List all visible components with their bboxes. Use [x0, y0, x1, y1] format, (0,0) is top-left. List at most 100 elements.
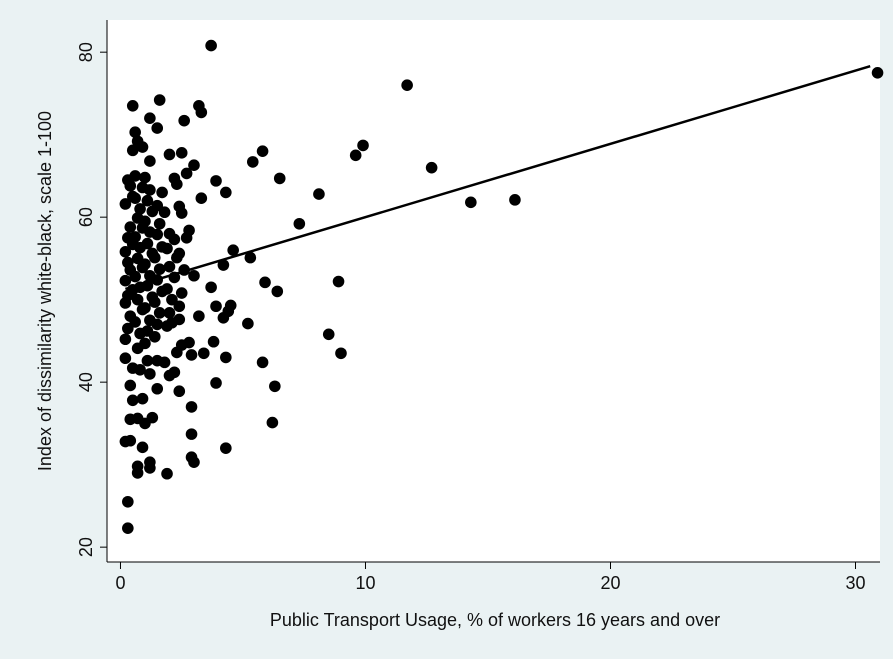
point [175, 287, 188, 299]
point [144, 456, 156, 468]
x-tick-label: 20 [600, 573, 620, 593]
point [144, 184, 156, 196]
point [185, 428, 198, 440]
point [210, 377, 222, 389]
point [205, 281, 217, 294]
point [129, 231, 141, 243]
point [119, 435, 132, 448]
point [173, 300, 186, 313]
point [335, 347, 347, 360]
point [124, 221, 137, 233]
point [193, 310, 205, 322]
point [129, 126, 141, 138]
point [161, 283, 173, 295]
point [246, 156, 259, 168]
point [119, 198, 132, 210]
point [151, 318, 164, 331]
point [119, 274, 132, 287]
point [465, 196, 477, 209]
point [871, 66, 884, 79]
point [126, 99, 139, 112]
point [217, 312, 230, 324]
point [148, 296, 161, 308]
point [161, 467, 173, 480]
point [227, 244, 239, 256]
point [139, 337, 151, 350]
point [188, 456, 200, 468]
point [141, 237, 154, 250]
point [180, 167, 193, 180]
point [144, 368, 156, 380]
point [210, 300, 222, 313]
point [173, 200, 186, 213]
point [141, 354, 154, 367]
point [173, 247, 186, 260]
point [509, 194, 521, 206]
point [131, 460, 144, 473]
point [183, 224, 195, 237]
point [156, 186, 168, 199]
point [148, 251, 161, 264]
point [242, 317, 254, 330]
point [136, 441, 149, 454]
point [129, 192, 141, 204]
point [153, 307, 166, 319]
point [220, 442, 232, 454]
point [256, 145, 269, 157]
point [144, 112, 156, 124]
point [357, 139, 369, 152]
point [195, 106, 208, 119]
point [124, 379, 137, 392]
point [401, 79, 413, 91]
point [151, 199, 164, 212]
point [151, 228, 164, 241]
point [129, 270, 141, 283]
point [313, 188, 325, 200]
point [161, 242, 173, 255]
point [273, 172, 286, 185]
point [266, 416, 279, 429]
point [119, 246, 132, 258]
point [134, 203, 146, 215]
point [151, 382, 164, 395]
point [173, 313, 186, 326]
point [163, 148, 176, 161]
point [188, 269, 200, 282]
point [220, 186, 232, 199]
point [171, 178, 183, 190]
point [322, 328, 335, 341]
point [217, 259, 230, 271]
point [185, 349, 198, 361]
point [139, 258, 151, 270]
point [129, 316, 141, 328]
point [139, 171, 151, 184]
point [425, 161, 438, 174]
point [175, 147, 188, 159]
point [126, 362, 139, 374]
point [136, 141, 149, 153]
point [210, 175, 222, 187]
y-tick-label: 20 [76, 537, 96, 557]
plot-area [107, 20, 880, 562]
point [119, 333, 132, 346]
point [178, 114, 190, 127]
point [259, 276, 271, 289]
point [141, 194, 154, 207]
point [119, 352, 132, 365]
point [173, 385, 186, 398]
point [188, 159, 200, 171]
point [129, 170, 141, 182]
point [195, 192, 208, 204]
point [171, 346, 183, 359]
point [256, 356, 269, 369]
point [153, 94, 166, 106]
x-tick-label: 10 [355, 573, 375, 593]
point [207, 335, 220, 348]
point [136, 392, 149, 405]
point [163, 260, 176, 273]
point [148, 330, 161, 343]
point [163, 227, 176, 240]
point [244, 251, 257, 264]
point [332, 275, 345, 288]
